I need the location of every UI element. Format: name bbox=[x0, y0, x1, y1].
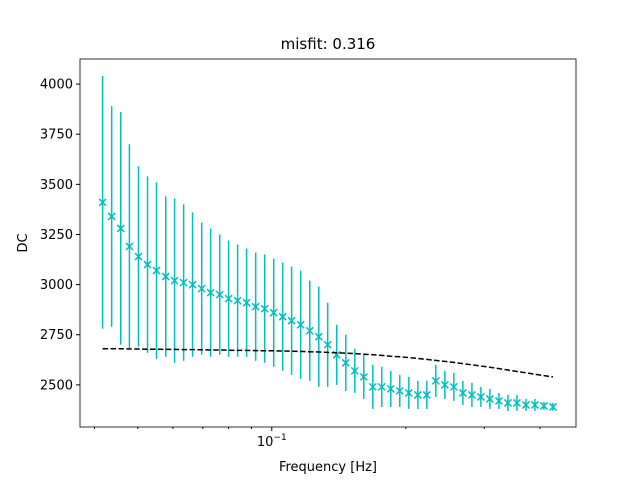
marker bbox=[278, 312, 287, 321]
marker bbox=[179, 278, 188, 287]
marker bbox=[503, 398, 512, 407]
y-tick-label: 4000 bbox=[40, 78, 73, 93]
marker bbox=[305, 326, 314, 335]
marker bbox=[287, 316, 296, 325]
marker bbox=[530, 400, 539, 409]
marker bbox=[269, 308, 278, 317]
marker bbox=[341, 358, 350, 367]
marker bbox=[431, 376, 440, 385]
y-tick-label: 2500 bbox=[40, 378, 73, 393]
plot-frame bbox=[79, 58, 577, 428]
marker bbox=[422, 390, 431, 399]
marker bbox=[206, 288, 215, 297]
x-tick-label: 10−1 bbox=[257, 433, 287, 450]
marker bbox=[377, 382, 386, 391]
y-tick-label: 3750 bbox=[40, 128, 73, 143]
marker bbox=[134, 252, 143, 261]
marker bbox=[458, 388, 467, 397]
model-line bbox=[102, 348, 554, 378]
marker bbox=[188, 280, 197, 289]
marker bbox=[440, 380, 449, 389]
marker bbox=[395, 386, 404, 395]
y-tick-label: 3250 bbox=[40, 228, 73, 243]
marker bbox=[233, 296, 242, 305]
marker bbox=[242, 298, 251, 307]
chart-title: misfit: 0.316 bbox=[281, 35, 376, 53]
x-axis-label: Frequency [Hz] bbox=[279, 460, 377, 475]
y-tick-label: 2750 bbox=[40, 328, 73, 343]
marker bbox=[521, 400, 530, 409]
marker bbox=[125, 242, 134, 251]
marker bbox=[98, 198, 107, 207]
marker bbox=[107, 212, 116, 221]
marker bbox=[143, 260, 152, 269]
marker bbox=[152, 266, 161, 275]
y-tick-label: 3500 bbox=[40, 178, 73, 193]
marker bbox=[539, 401, 548, 410]
marker bbox=[170, 276, 179, 285]
y-axis-label: DC bbox=[16, 233, 31, 252]
marker bbox=[359, 372, 368, 381]
marker bbox=[197, 284, 206, 293]
marker bbox=[350, 366, 359, 375]
marker bbox=[251, 302, 260, 311]
marker bbox=[404, 388, 413, 397]
marker bbox=[215, 290, 224, 299]
marker bbox=[413, 390, 422, 399]
marker bbox=[494, 396, 503, 405]
marker bbox=[314, 332, 323, 341]
marker bbox=[548, 402, 558, 411]
marker bbox=[296, 320, 305, 329]
marker bbox=[224, 294, 233, 303]
marker bbox=[161, 272, 170, 281]
marker bbox=[512, 398, 521, 407]
y-tick-label: 3000 bbox=[40, 278, 73, 293]
marker bbox=[476, 392, 485, 401]
marker bbox=[116, 224, 125, 233]
marker bbox=[260, 304, 269, 313]
marker bbox=[449, 382, 458, 391]
marker bbox=[386, 384, 395, 393]
marker bbox=[485, 394, 494, 403]
marker bbox=[368, 382, 377, 391]
marker bbox=[467, 390, 476, 399]
marker bbox=[323, 340, 332, 349]
